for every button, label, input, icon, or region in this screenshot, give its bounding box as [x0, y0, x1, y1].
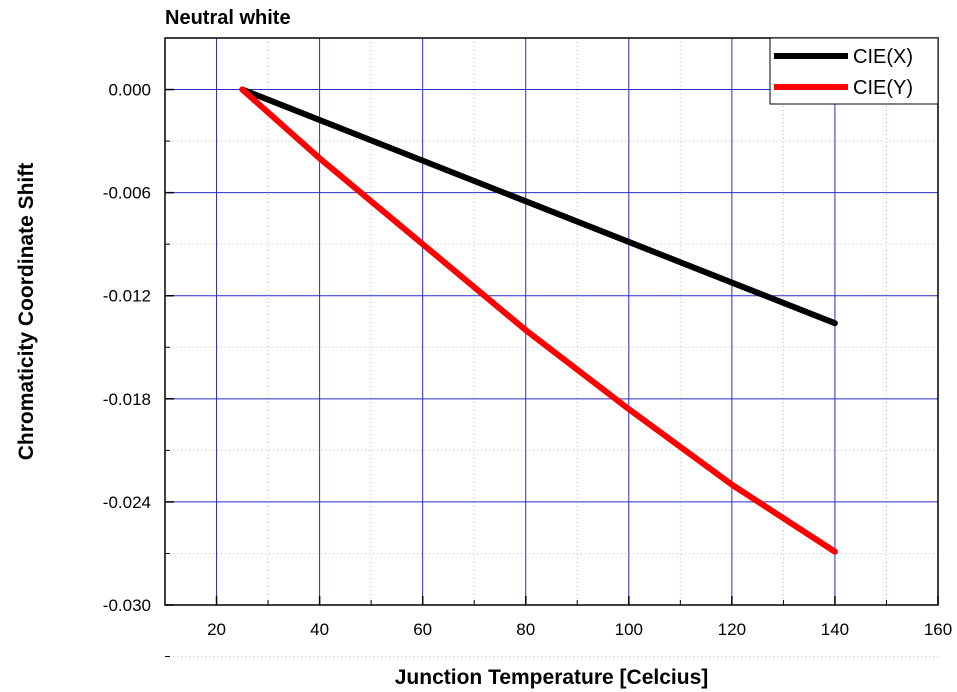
minor-grid	[165, 38, 938, 658]
y-tick-label: -0.024	[103, 493, 151, 512]
legend-label: CIE(Y)	[853, 77, 913, 99]
x-axis-label: Junction Temperature [Celcius]	[395, 666, 709, 689]
legend-label: CIE(X)	[853, 46, 913, 68]
y-tick-label: -0.018	[103, 390, 151, 409]
y-tick-label: -0.012	[103, 287, 151, 306]
legend-box	[769, 37, 939, 105]
y-tick-label: 0.000	[108, 81, 151, 100]
axis-ticks	[165, 88, 939, 658]
x-tick-label: 140	[821, 620, 849, 639]
x-tick-label: 80	[516, 620, 535, 639]
x-tick-label: 60	[413, 620, 432, 639]
x-tick-label: 160	[924, 620, 952, 639]
x-tick-label: 40	[310, 620, 329, 639]
series-layer	[239, 86, 838, 555]
series-line-cie-y	[239, 86, 838, 555]
legend: CIE(X) CIE(Y)	[769, 37, 939, 105]
x-tick-label: 20	[207, 620, 226, 639]
x-tick-label: 120	[718, 620, 746, 639]
y-axis-label: Chromaticity Coordinate Shift	[15, 163, 38, 461]
series-line-cie-x	[239, 86, 838, 327]
tick-labels: 20 40 60 80 100 120 140 160 0.000 -0.006 -0.012 -0.…	[103, 81, 952, 639]
x-tick-label: 100	[615, 620, 643, 639]
chart-title: Neutral white	[165, 7, 291, 29]
plot-frame	[164, 37, 939, 606]
y-tick-label: -0.006	[103, 184, 151, 203]
y-tick-label: -0.030	[103, 596, 151, 615]
